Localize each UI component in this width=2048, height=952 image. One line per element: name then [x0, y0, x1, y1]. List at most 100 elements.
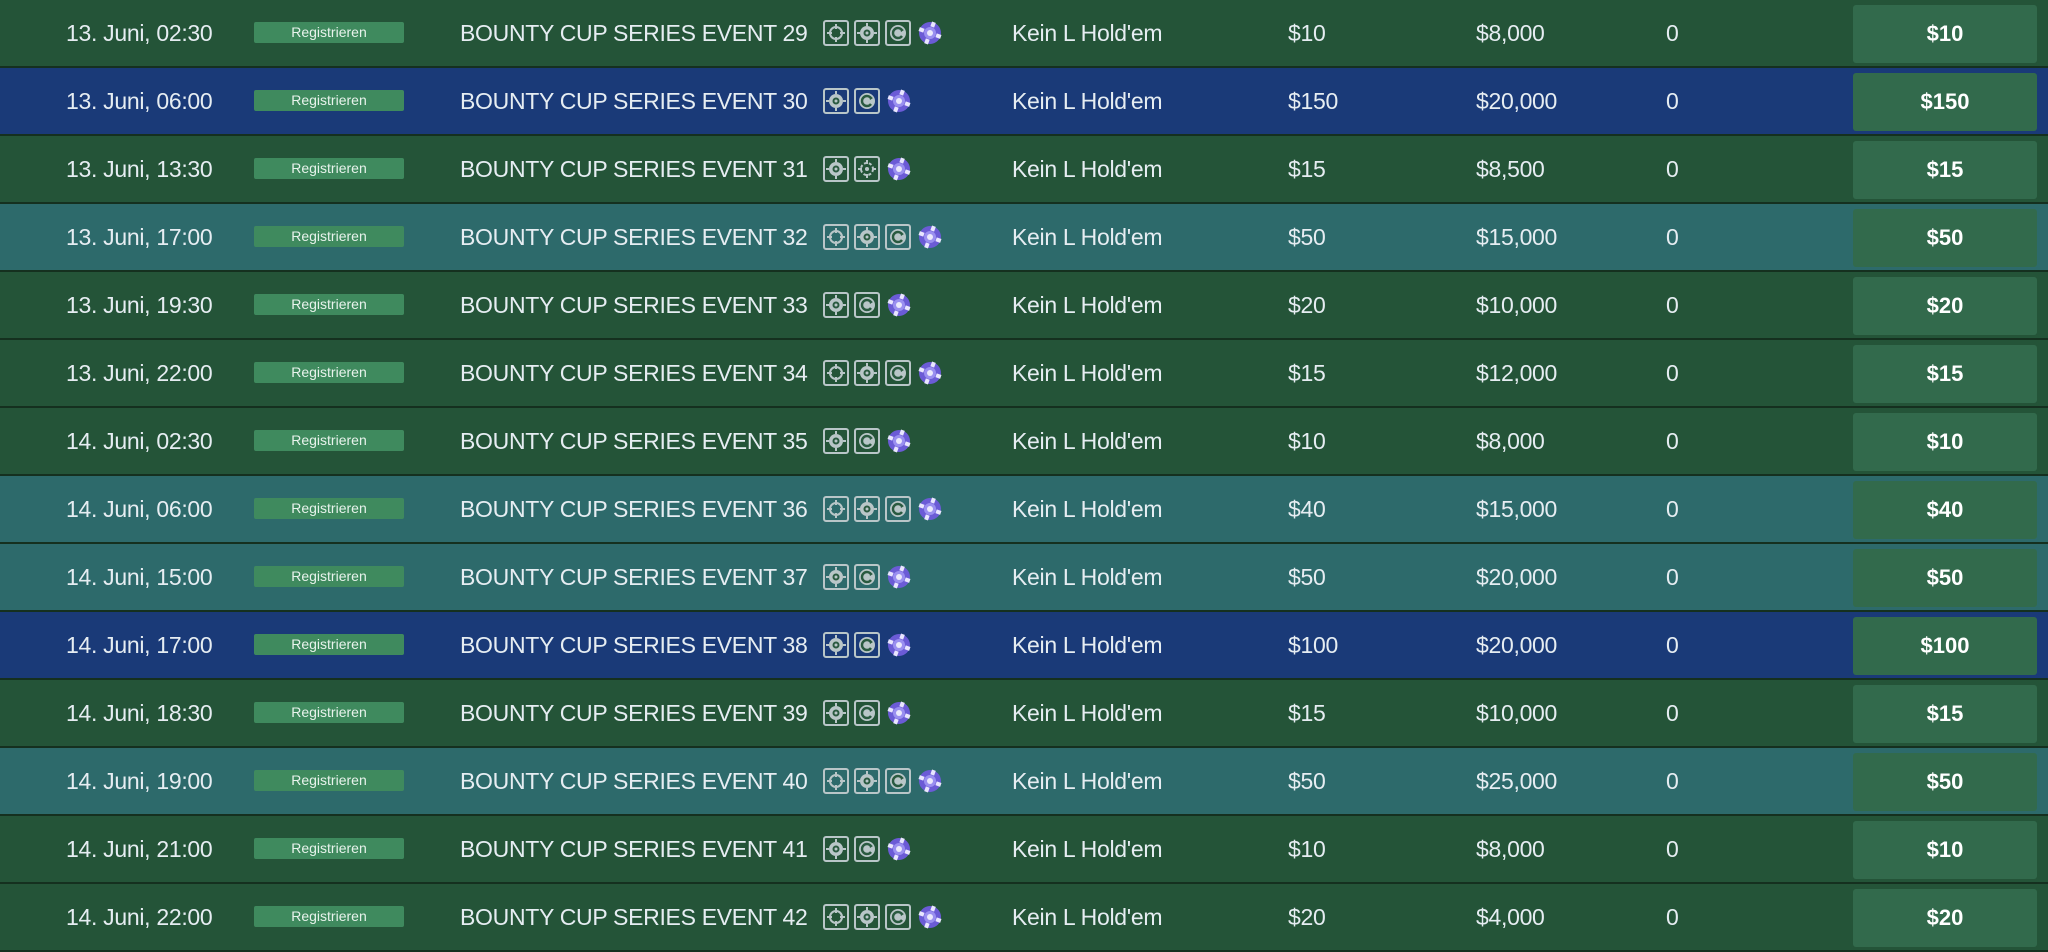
tournament-features — [823, 903, 944, 931]
player-count: 0 — [1666, 700, 1679, 726]
register-badge[interactable]: Registrieren — [254, 362, 404, 383]
tournament-features — [823, 427, 913, 455]
buy-in-button[interactable]: $50 — [1853, 753, 2037, 811]
buy-in: $10 — [1288, 20, 1326, 46]
table-row[interactable]: 14. Juni, 15:00 Registrieren BOUNTY CUP SE… — [0, 544, 2048, 612]
chip-icon — [885, 631, 913, 659]
target-icon — [823, 564, 849, 590]
tournament-name: BOUNTY CUP SERIES EVENT 42 — [460, 904, 808, 930]
start-time: 14. Juni, 06:00 — [66, 496, 213, 522]
game-type: Kein L Hold'em — [1012, 428, 1163, 454]
game-type: Kein L Hold'em — [1012, 20, 1163, 46]
start-time: 14. Juni, 02:30 — [66, 428, 213, 454]
tournament-name: BOUNTY CUP SERIES EVENT 33 — [460, 292, 808, 318]
tournament-features — [823, 19, 944, 47]
table-row[interactable]: 14. Juni, 17:00 Registrieren BOUNTY CUP SE… — [0, 612, 2048, 680]
tournament-features — [823, 699, 913, 727]
buy-in-button[interactable]: $15 — [1853, 141, 2037, 199]
game-type: Kein L Hold'em — [1012, 700, 1163, 726]
prize-pool: $8,500 — [1476, 156, 1545, 182]
tournament-name: BOUNTY CUP SERIES EVENT 35 — [460, 428, 808, 454]
crosshair-icon — [823, 496, 849, 522]
player-count: 0 — [1666, 224, 1679, 250]
buy-in-button[interactable]: $10 — [1853, 821, 2037, 879]
table-row[interactable]: 14. Juni, 19:00 Registrieren BOUNTY CUP SE… — [0, 748, 2048, 816]
buy-in-button[interactable]: $10 — [1853, 5, 2037, 63]
buy-in-button[interactable]: $40 — [1853, 481, 2037, 539]
buy-in: $15 — [1288, 700, 1326, 726]
tournament-name: BOUNTY CUP SERIES EVENT 31 — [460, 156, 808, 182]
prize-pool: $4,000 — [1476, 904, 1545, 930]
start-time: 14. Juni, 19:00 — [66, 768, 213, 794]
tournament-name: BOUNTY CUP SERIES EVENT 32 — [460, 224, 808, 250]
target-icon — [854, 224, 880, 250]
chip-icon — [916, 767, 944, 795]
register-badge[interactable]: Registrieren — [254, 226, 404, 247]
buy-in-button[interactable]: $100 — [1853, 617, 2037, 675]
register-badge[interactable]: Registrieren — [254, 498, 404, 519]
target-icon — [854, 20, 880, 46]
start-time: 14. Juni, 21:00 — [66, 836, 213, 862]
table-row[interactable]: 13. Juni, 06:00 Registrieren BOUNTY CUP SE… — [0, 68, 2048, 136]
tournament-features — [823, 767, 944, 795]
register-badge[interactable]: Registrieren — [254, 634, 404, 655]
table-row[interactable]: 14. Juni, 02:30 Registrieren BOUNTY CUP SE… — [0, 408, 2048, 476]
tournament-features — [823, 291, 913, 319]
start-time: 13. Juni, 13:30 — [66, 156, 213, 182]
rebuy-icon — [854, 292, 880, 318]
target-icon — [823, 700, 849, 726]
tournament-name: BOUNTY CUP SERIES EVENT 38 — [460, 632, 808, 658]
rebuy-icon — [885, 360, 911, 386]
register-badge[interactable]: Registrieren — [254, 430, 404, 451]
player-count: 0 — [1666, 904, 1679, 930]
table-row[interactable]: 14. Juni, 06:00 Registrieren BOUNTY CUP SE… — [0, 476, 2048, 544]
register-badge[interactable]: Registrieren — [254, 158, 404, 179]
register-badge[interactable]: Registrieren — [254, 770, 404, 791]
table-row[interactable]: 14. Juni, 22:00 Registrieren BOUNTY CUP SE… — [0, 884, 2048, 952]
crosshair-icon — [823, 904, 849, 930]
register-badge[interactable]: Registrieren — [254, 22, 404, 43]
target-icon — [854, 496, 880, 522]
buy-in-button[interactable]: $20 — [1853, 889, 2037, 947]
buy-in-button[interactable]: $50 — [1853, 549, 2037, 607]
tournament-name: BOUNTY CUP SERIES EVENT 29 — [460, 20, 808, 46]
game-type: Kein L Hold'em — [1012, 292, 1163, 318]
buy-in-button[interactable]: $20 — [1853, 277, 2037, 335]
buy-in: $100 — [1288, 632, 1338, 658]
register-badge[interactable]: Registrieren — [254, 294, 404, 315]
chip-icon — [916, 223, 944, 251]
buy-in-button[interactable]: $15 — [1853, 345, 2037, 403]
player-count: 0 — [1666, 768, 1679, 794]
buy-in-button[interactable]: $50 — [1853, 209, 2037, 267]
tournament-features — [823, 631, 913, 659]
register-badge[interactable]: Registrieren — [254, 838, 404, 859]
buy-in: $10 — [1288, 836, 1326, 862]
chip-icon — [916, 903, 944, 931]
buy-in-button[interactable]: $10 — [1853, 413, 2037, 471]
table-row[interactable]: 13. Juni, 02:30 Registrieren BOUNTY CUP SE… — [0, 0, 2048, 68]
player-count: 0 — [1666, 836, 1679, 862]
table-row[interactable]: 13. Juni, 17:00 Registrieren BOUNTY CUP SE… — [0, 204, 2048, 272]
game-type: Kein L Hold'em — [1012, 632, 1163, 658]
player-count: 0 — [1666, 292, 1679, 318]
tournament-name: BOUNTY CUP SERIES EVENT 41 — [460, 836, 808, 862]
start-time: 14. Juni, 15:00 — [66, 564, 213, 590]
prize-pool: $10,000 — [1476, 700, 1558, 726]
table-row[interactable]: 13. Juni, 13:30 Registrieren BOUNTY CUP SE… — [0, 136, 2048, 204]
chip-icon — [885, 835, 913, 863]
table-row[interactable]: 13. Juni, 22:00 Registrieren BOUNTY CUP SE… — [0, 340, 2048, 408]
register-badge[interactable]: Registrieren — [254, 566, 404, 587]
prize-pool: $8,000 — [1476, 20, 1545, 46]
register-badge[interactable]: Registrieren — [254, 906, 404, 927]
buy-in-button[interactable]: $15 — [1853, 685, 2037, 743]
register-badge[interactable]: Registrieren — [254, 90, 404, 111]
buy-in: $15 — [1288, 156, 1326, 182]
table-row[interactable]: 13. Juni, 19:30 Registrieren BOUNTY CUP SE… — [0, 272, 2048, 340]
table-row[interactable]: 14. Juni, 18:30 Registrieren BOUNTY CUP SE… — [0, 680, 2048, 748]
table-row[interactable]: 14. Juni, 21:00 Registrieren BOUNTY CUP SE… — [0, 816, 2048, 884]
chip-icon — [885, 155, 913, 183]
prize-pool: $15,000 — [1476, 224, 1558, 250]
chip-icon — [916, 359, 944, 387]
register-badge[interactable]: Registrieren — [254, 702, 404, 723]
buy-in-button[interactable]: $150 — [1853, 73, 2037, 131]
